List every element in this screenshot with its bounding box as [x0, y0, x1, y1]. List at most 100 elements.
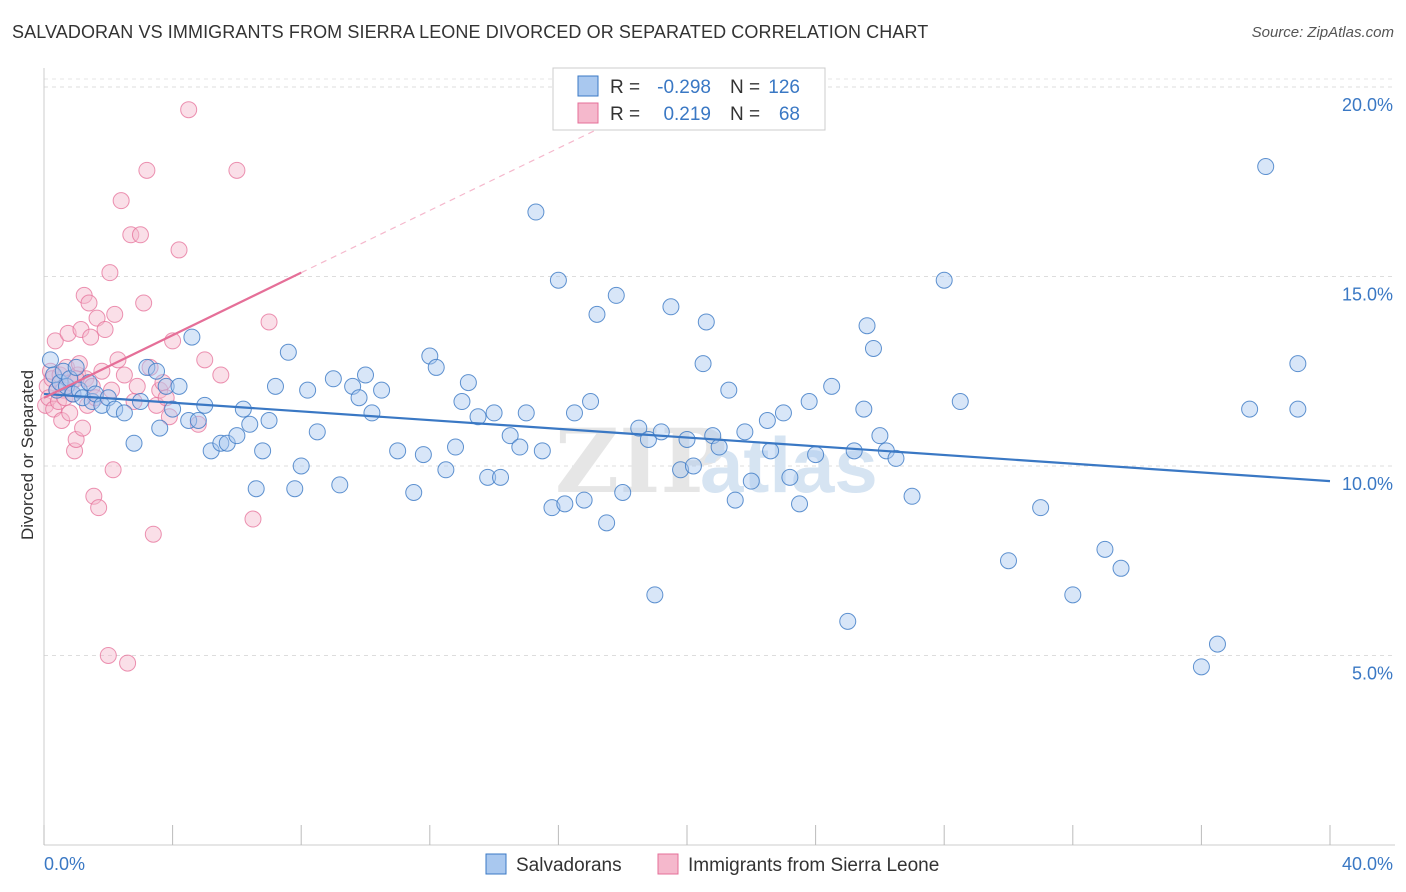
point-salvadorans-105 — [845, 442, 863, 460]
chart-title: SALVADORAN VS IMMIGRANTS FROM SIERRA LEO… — [12, 22, 929, 42]
point-salvadorans-123 — [1257, 158, 1275, 176]
point-sierra-leone-49 — [135, 294, 153, 312]
watermark: ZIP atlas — [555, 409, 878, 513]
watermark-atlas: atlas — [700, 421, 878, 509]
point-salvadorans-76 — [588, 305, 606, 323]
point-salvadorans-69 — [533, 442, 551, 460]
point-salvadorans-23 — [157, 377, 175, 395]
trend-line-sierra-leone-extension — [300, 124, 607, 274]
point-salvadorans-41 — [286, 480, 304, 498]
point-salvadorans-49 — [357, 366, 374, 384]
point-salvadorans-87 — [684, 457, 702, 475]
point-salvadorans-22 — [151, 419, 169, 437]
point-salvadorans-40 — [279, 343, 297, 361]
x-tick-label-1: 40.0% — [1342, 854, 1393, 874]
point-salvadorans-96 — [758, 411, 776, 429]
point-salvadorans-74 — [575, 491, 593, 509]
point-salvadorans-37 — [254, 442, 272, 460]
trend-line-salvadorans — [43, 392, 1331, 483]
point-salvadorans-83 — [652, 423, 670, 441]
point-salvadorans-119 — [1112, 559, 1130, 577]
point-salvadorans-93 — [726, 491, 744, 509]
point-sierra-leone-44 — [119, 654, 137, 672]
point-salvadorans-8 — [67, 358, 85, 376]
point-salvadorans-16 — [106, 400, 124, 418]
point-sierra-leone-14 — [59, 324, 77, 342]
point-salvadorans-101 — [800, 393, 818, 411]
point-sierra-leone-33 — [90, 499, 108, 517]
trend-lines — [43, 124, 1331, 483]
point-salvadorans-85 — [672, 461, 690, 479]
point-salvadorans-46 — [331, 476, 349, 494]
y-tick-label-0: 5.0% — [1352, 663, 1393, 683]
legend-bottom-swatch-salvadorans — [485, 853, 507, 875]
point-sierra-leone-48 — [131, 226, 149, 244]
point-sierra-leone-35 — [96, 321, 114, 339]
point-salvadorans-57 — [437, 461, 455, 479]
point-salvadorans-75 — [582, 393, 600, 411]
point-salvadorans-99 — [781, 468, 799, 486]
point-salvadorans-109 — [871, 427, 889, 445]
legend-n-value-1: 126 — [768, 77, 800, 98]
point-salvadorans-98 — [774, 404, 792, 422]
point-salvadorans-65 — [501, 427, 519, 445]
point-salvadorans-100 — [791, 495, 809, 513]
point-salvadorans-120 — [1192, 658, 1210, 676]
point-salvadorans-117 — [1064, 586, 1082, 604]
point-salvadorans-21 — [148, 362, 166, 380]
legend-r-value-1: -0.298 — [657, 77, 711, 98]
point-salvadorans-35 — [241, 415, 259, 433]
legend-bottom-label-sierra-leone: Immigrants from Sierra Leone — [688, 855, 939, 876]
point-salvadorans-31 — [212, 434, 230, 452]
point-sierra-leone-40 — [106, 305, 124, 323]
point-salvadorans-108 — [864, 339, 882, 357]
point-sierra-leone-37 — [101, 264, 119, 282]
point-salvadorans-62 — [479, 468, 497, 486]
legend-n-label-2: N = — [730, 104, 760, 125]
point-salvadorans-88 — [694, 355, 712, 373]
point-salvadorans-97 — [762, 442, 780, 460]
legend-bottom: Salvadorans Immigrants from Sierra Leone — [485, 853, 939, 876]
point-salvadorans-92 — [720, 381, 738, 399]
point-salvadorans-52 — [389, 442, 407, 460]
point-salvadorans-60 — [459, 374, 477, 392]
point-salvadorans-43 — [299, 381, 317, 399]
tick-labels: 5.0% 10.0% 15.0% 20.0% 0.0% 40.0% — [44, 95, 1393, 874]
point-salvadorans-80 — [630, 419, 648, 437]
x-tick-label-0: 0.0% — [44, 854, 85, 874]
legend-swatch-sierra-leone — [577, 102, 599, 124]
point-salvadorans-91 — [710, 438, 728, 456]
point-salvadorans-73 — [565, 404, 583, 422]
point-salvadorans-122 — [1241, 400, 1259, 418]
legend-n-label-1: N = — [730, 77, 760, 98]
point-salvadorans-89 — [697, 313, 715, 331]
axes — [43, 68, 1395, 846]
point-salvadorans-42 — [292, 457, 310, 475]
point-sierra-leone-59 — [170, 241, 188, 259]
y-axis-title: Divorced or Separated — [18, 370, 37, 540]
point-salvadorans-53 — [405, 484, 423, 502]
point-sierra-leone-50 — [138, 161, 156, 179]
point-salvadorans-118 — [1096, 540, 1114, 558]
source-value: ZipAtlas.com — [1307, 24, 1394, 41]
point-salvadorans-66 — [511, 438, 529, 456]
point-salvadorans-56 — [427, 358, 445, 376]
point-sierra-leone-27 — [80, 294, 98, 312]
point-salvadorans-104 — [839, 612, 857, 630]
point-sierra-leone-39 — [104, 461, 122, 479]
point-sierra-leone-61 — [189, 415, 207, 433]
point-sierra-leone-62 — [196, 351, 214, 369]
point-salvadorans-51 — [373, 381, 391, 399]
point-sierra-leone-30 — [85, 487, 103, 505]
point-salvadorans-68 — [527, 203, 545, 221]
point-salvadorans-82 — [646, 586, 664, 604]
point-salvadorans-115 — [1000, 552, 1017, 570]
legend-bottom-label-salvadorans: Salvadorans — [516, 855, 622, 876]
y-tick-label-3: 20.0% — [1342, 95, 1393, 115]
source-label: Source: — [1251, 24, 1304, 41]
point-salvadorans-48 — [350, 389, 368, 407]
point-salvadorans-72 — [556, 495, 574, 513]
point-salvadorans-77 — [598, 514, 616, 532]
point-salvadorans-106 — [855, 400, 873, 418]
